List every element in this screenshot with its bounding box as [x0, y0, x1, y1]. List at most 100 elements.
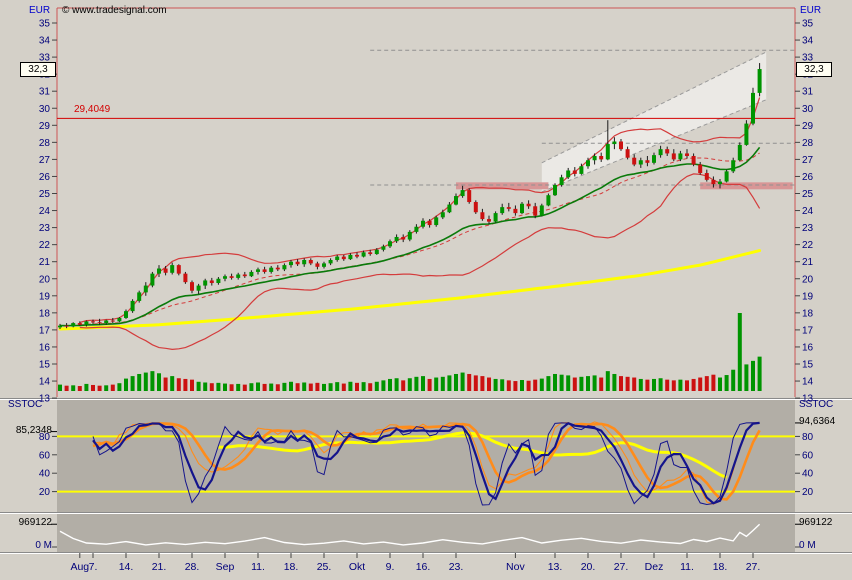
svg-text:19: 19: [802, 291, 814, 302]
volume-line-panel[interactable]: [51, 523, 801, 548]
green-ema-line: [59, 146, 761, 327]
svg-text:15: 15: [39, 360, 51, 371]
svg-text:7.: 7.: [89, 561, 98, 573]
svg-text:27.: 27.: [614, 561, 629, 573]
svg-text:Dez: Dez: [645, 561, 664, 573]
svg-text:25.: 25.: [317, 561, 332, 573]
red-middle-dashed: [79, 152, 760, 326]
volume-value-left: 969122: [18, 517, 52, 528]
stoch-slow-thin: [92, 421, 760, 505]
volume-value-right: 969122: [799, 517, 833, 528]
svg-text:30: 30: [39, 104, 51, 115]
stoch-panel-title-right: SSTOC: [799, 399, 834, 410]
svg-text:22: 22: [802, 240, 814, 251]
svg-text:30: 30: [802, 104, 814, 115]
svg-text:14: 14: [39, 377, 51, 388]
svg-text:80: 80: [802, 432, 814, 443]
svg-text:20: 20: [39, 487, 51, 498]
svg-text:34: 34: [802, 36, 814, 47]
svg-text:16.: 16.: [416, 561, 431, 573]
last-price-marker-left: 32,3: [20, 62, 56, 77]
svg-text:33: 33: [39, 53, 51, 64]
svg-text:18: 18: [802, 308, 814, 319]
svg-text:31: 31: [39, 87, 51, 98]
price-axis: 13 13 14 14 15 15 16 16 17 17 18 18 19 19 20 20 21 21 22 22…: [39, 19, 814, 405]
svg-text:23.: 23.: [449, 561, 464, 573]
last-price-marker-right: 32,3: [796, 62, 832, 77]
svg-text:22: 22: [39, 240, 51, 251]
svg-text:33: 33: [802, 53, 814, 64]
currency-label-right: EUR: [800, 5, 822, 16]
svg-text:11.: 11.: [680, 561, 694, 573]
svg-text:Okt: Okt: [349, 561, 365, 573]
support-band: [456, 182, 549, 190]
svg-text:23: 23: [39, 223, 51, 234]
wedge-pattern: [541, 52, 767, 192]
support-band: [700, 182, 793, 190]
volume-white-line: [59, 523, 761, 546]
stochastic-panel[interactable]: 20 20 40 40 60 60 80 80: [39, 421, 814, 506]
svg-text:34: 34: [39, 36, 51, 47]
svg-text:20: 20: [802, 274, 814, 285]
stoch-slow-thick: [92, 422, 761, 501]
svg-text:23: 23: [802, 223, 814, 234]
stoch-fast-thin: [92, 422, 760, 506]
svg-text:21: 21: [802, 257, 814, 268]
svg-text:15: 15: [802, 360, 814, 371]
stoch-value-right: 94,6364: [799, 416, 836, 427]
svg-text:20: 20: [39, 274, 51, 285]
svg-text:25: 25: [39, 189, 51, 200]
stoch-value-left: 85,2348: [15, 425, 52, 436]
svg-text:13.: 13.: [548, 561, 563, 573]
svg-text:9.: 9.: [386, 561, 395, 573]
svg-text:26: 26: [39, 172, 51, 183]
currency-label-left: EUR: [29, 5, 51, 16]
svg-text:28.: 28.: [185, 561, 200, 573]
svg-text:20: 20: [802, 487, 814, 498]
stoch-fast-thick: [92, 421, 760, 505]
svg-text:16: 16: [39, 342, 51, 353]
svg-text:17: 17: [802, 325, 814, 336]
svg-text:28: 28: [39, 138, 51, 149]
svg-text:27: 27: [802, 155, 814, 166]
svg-text:35: 35: [39, 19, 51, 30]
volume-bars: [58, 313, 762, 391]
yellow-ma-line: [58, 249, 762, 331]
svg-text:28: 28: [802, 138, 814, 149]
stoch-panel-title-left: SSTOC: [8, 399, 43, 410]
svg-text:40: 40: [802, 469, 814, 480]
svg-text:14.: 14.: [119, 561, 134, 573]
svg-text:24: 24: [802, 206, 814, 217]
svg-text:14: 14: [802, 377, 814, 388]
svg-text:35: 35: [802, 19, 814, 30]
svg-text:60: 60: [39, 450, 51, 461]
svg-text:Sep: Sep: [216, 561, 235, 573]
svg-text:18.: 18.: [284, 561, 299, 573]
svg-text:18.: 18.: [713, 561, 728, 573]
svg-text:29: 29: [802, 121, 814, 132]
svg-text:Aug: Aug: [70, 561, 89, 573]
stoch-yellow-wavy: [218, 431, 728, 479]
svg-text:20.: 20.: [581, 561, 596, 573]
svg-text:25: 25: [802, 189, 814, 200]
svg-text:21: 21: [39, 257, 51, 268]
red-lower-band: [79, 173, 761, 351]
svg-text:27.: 27.: [746, 561, 761, 573]
red-upper-band: [79, 97, 761, 324]
time-axis: Aug 7. 14. 21. 28. Sep 11. 18. 25. Okt 9. 16. 23. Nov…: [70, 553, 760, 573]
svg-text:18: 18: [39, 308, 51, 319]
svg-text:13: 13: [39, 394, 51, 405]
svg-text:80: 80: [39, 432, 51, 443]
svg-text:16: 16: [802, 342, 814, 353]
candlestick-series: [58, 63, 762, 330]
svg-text:31: 31: [802, 87, 814, 98]
red-level-label: 29,4049: [74, 104, 111, 115]
svg-text:60: 60: [802, 450, 814, 461]
svg-text:13: 13: [802, 394, 814, 405]
svg-text:24: 24: [39, 206, 51, 217]
svg-text:21.: 21.: [152, 561, 167, 573]
svg-text:Nov: Nov: [506, 561, 525, 573]
svg-text:19: 19: [39, 291, 51, 302]
main-price-panel[interactable]: [56, 7, 796, 397]
